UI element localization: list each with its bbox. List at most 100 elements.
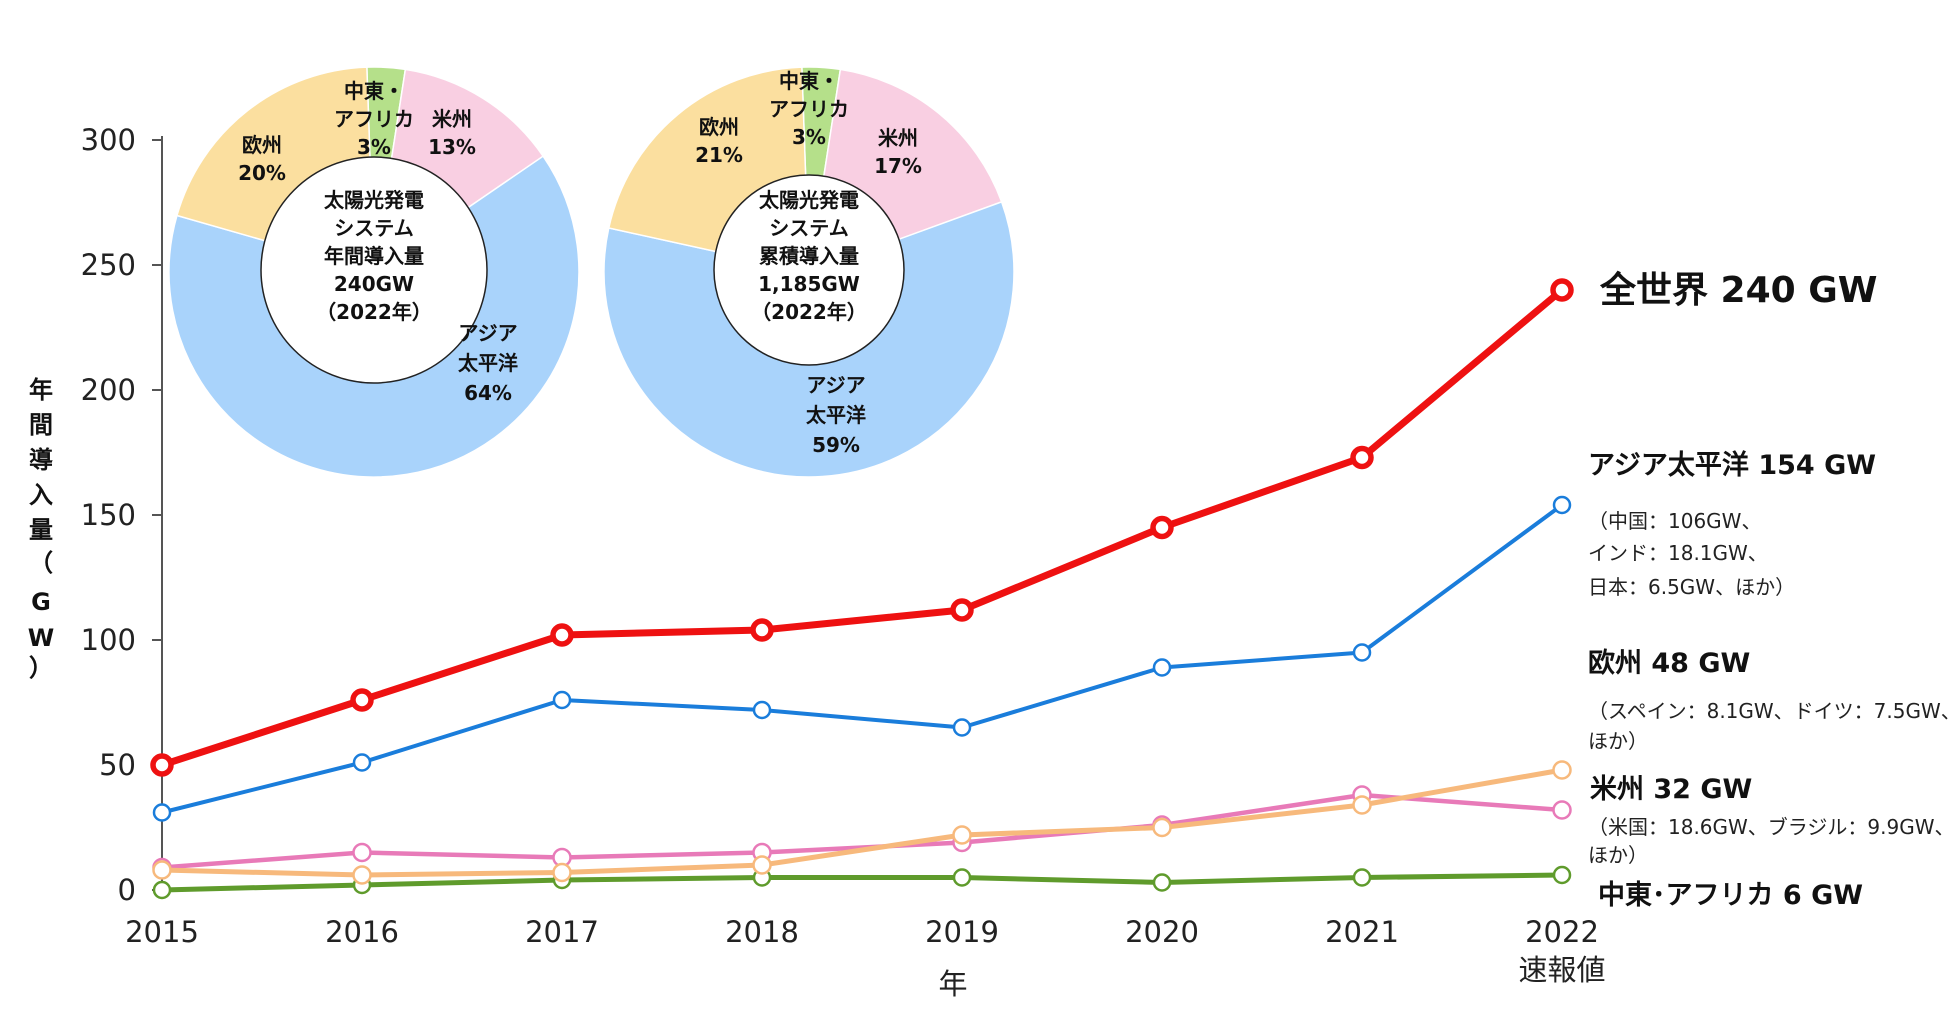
series-line-asia [160,503,1564,815]
pie-slice-label: 21% [695,143,743,167]
axes-layer: 0 50 100 150 200 250 300 2015 2016 2017 2018 2019 20… [28,123,1606,1001]
series-note-asia: （中国：106GW、 [1588,509,1761,533]
data-point-asia [1552,495,1572,515]
series-note-asia: 日本：6.5GW、ほか） [1588,575,1795,599]
series-note-americas: （米国：18.6GW、ブラジル：9.9GW、 [1588,815,1950,839]
pie-slice-label: アフリカ [769,97,849,121]
data-point-world [150,753,174,777]
data-point-americas [1552,800,1572,820]
series-asia [152,495,1572,822]
data-point-asia [1352,643,1372,662]
x-tick-label: 2016 [325,915,399,949]
data-point-europe [952,825,972,845]
x-tick-label: 2021 [1325,915,1399,949]
series-note-europe: ほか） [1588,729,1648,753]
pie-center-disk [713,174,905,366]
pie-center-title: （2022年） [751,300,867,324]
x-axis-title: 年 [938,967,967,1001]
pie-slice-label: 太平洋 [458,351,518,375]
pie-slice-label: 17% [874,154,922,178]
y-axis-title-char: （ [29,549,53,577]
y-tick-label: 200 [81,373,136,407]
y-axis-title-char: 年 [29,376,53,404]
data-point-europe [1152,817,1172,838]
data-point-world [550,623,574,647]
data-point-world [350,688,374,712]
data-point-europe [152,860,172,880]
y-tick-label: 50 [99,748,136,782]
y-tick-label: 100 [81,623,136,657]
pie-slice-label: 20% [238,161,286,185]
data-point-asia [952,718,972,737]
x-tick-label: 2017 [525,915,599,949]
lines-layer [150,278,1574,900]
series-note-europe: （スペイン：8.1GW、ドイツ：7.5GW、 [1588,699,1950,723]
y-axis-title-char: W [28,624,54,652]
data-point-world [1350,445,1374,470]
series-note-americas: ほか） [1588,843,1648,867]
data-point-americas [352,842,372,863]
pie-center-title: （2022年） [316,300,432,324]
series-labels-layer: 全世界 240 GW アジア太平洋 154 GW （中国：106GW、インド：18.… [1588,269,1950,911]
pie-slice-label: アジア [458,321,517,345]
pie-center-title: システム [334,216,413,240]
data-point-europe [1352,795,1372,815]
pie-center-title: 太陽光発電 [759,188,859,212]
x-tick-label: 2019 [925,915,999,949]
data-point-mea [952,868,972,887]
pie-slice-label: 欧州 [242,133,282,157]
data-point-world [1550,278,1574,302]
series-line-europe [159,767,1565,878]
data-point-asia [352,753,372,772]
data-point-world [1150,515,1174,540]
data-point-mea [1352,868,1372,887]
pie-slice-label: 中東・ [344,79,404,103]
pie-center-title: システム [769,216,848,240]
pie-slice-label: アジア [806,373,865,397]
series-label-americas: 米州 32 GW [1590,774,1752,805]
x-tick-sublabel: 速報値 [1518,953,1605,987]
pie-slice-label: 3% [792,125,826,149]
pie-slice-label: 3% [357,135,391,159]
data-point-asia [752,700,772,720]
y-tick-label: 0 [118,873,136,907]
pie-center-title: 1,185GW [758,272,860,296]
data-point-world [750,618,774,642]
series-europe [152,760,1572,885]
series-label-europe: 欧州 48 GW [1588,648,1750,679]
pie-slice-label: 米州 [432,107,472,131]
series-note-asia: インド：18.1GW、 [1588,541,1768,565]
series-line-world [158,286,1566,769]
data-point-mea [1552,865,1572,885]
pie-slice-label: 59% [812,433,860,457]
y-tick-label: 300 [81,123,136,157]
series-line-mea [159,872,1565,893]
series-mea [152,865,1572,900]
data-point-mea [152,880,172,900]
y-axis-title-char: 間 [29,411,53,439]
x-tick-label: 2022 [1525,915,1599,949]
pie-slice-label: 中東・ [779,69,839,93]
pie-slice-label: 64% [464,381,512,405]
data-point-europe [1552,760,1572,780]
x-tick-label: 2018 [725,915,799,949]
x-tick-label: 2015 [125,915,199,949]
data-point-asia [552,690,572,710]
data-point-europe [352,865,372,885]
data-point-world [950,598,974,622]
y-axis-title-char: 量 [29,516,53,544]
pie-center-title: 太陽光発電 [324,188,424,212]
pie-slice-label: アフリカ [334,107,414,131]
series-label-mea: 中東･アフリカ 6 GW [1598,880,1863,911]
series-label-world: 全世界 240 GW [1599,269,1877,311]
pie-center-title: 年間導入量 [324,244,424,268]
y-axis-title-char: 入 [29,481,53,509]
data-point-asia [1152,658,1172,677]
pie-center-title: 累積導入量 [759,244,859,268]
series-label-asia: アジア太平洋 154 GW [1588,449,1876,481]
